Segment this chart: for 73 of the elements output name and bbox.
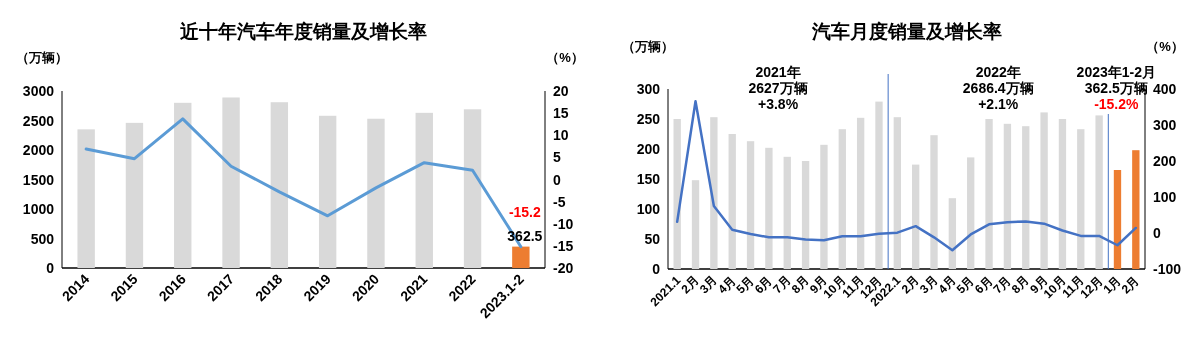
bar [967,157,975,269]
y2-axis-title: （%） [1146,39,1184,54]
y-tick-label: 100 [636,201,661,217]
chart-title: 近十年汽车年度销量及增长率 [179,21,427,42]
bar [77,129,95,268]
bar [820,144,828,269]
bar [1095,115,1103,269]
bar [174,102,192,268]
y2-tick-label: 100 [1153,189,1177,205]
bar [930,135,938,269]
bar [783,156,791,269]
bar [367,118,385,268]
bar [746,141,755,269]
y2-tick-label: -100 [1153,261,1182,277]
y2-tick-label: 20 [553,83,569,99]
bar [463,109,482,268]
y2-tick-label: -10 [553,215,574,232]
bar [1077,129,1085,269]
y2-tick-label: -5 [553,193,566,210]
bar [1040,112,1048,269]
y2-tick-label: -15 [553,237,574,254]
bar [728,134,736,269]
y-tick-label: 500 [30,230,55,247]
y2-tick-label: 5 [553,149,561,166]
bar [1022,126,1030,269]
y2-tick-label: 200 [1153,153,1177,169]
y2-tick-label: 10 [553,127,569,144]
chart-title: 汽车月度销量及增长率 [810,21,1002,42]
bar [1058,119,1067,269]
y2-tick-label: -20 [553,260,574,276]
y2-tick-label: 15 [553,105,569,122]
bar [1113,170,1122,269]
y-tick-label: 0 [46,260,55,276]
y-tick-label: 200 [636,141,661,157]
y-tick-label: 3000 [22,83,55,99]
y2-tick-label: 0 [1153,225,1161,241]
bar [765,147,773,269]
y2-tick-label: 0 [553,171,561,188]
bar [912,164,920,269]
bar [893,117,901,269]
bar [948,198,957,269]
x-tick-label: 3月 [917,273,941,297]
y-tick-label: 300 [636,81,661,97]
bar [512,246,530,268]
data-label: -15.2 [508,203,542,220]
y-axis-title: （万辆） [622,39,674,54]
bar [985,119,993,269]
bar [415,112,433,268]
bar [1003,123,1012,269]
bar [222,97,240,268]
bar [691,180,700,269]
y-tick-label: 1000 [22,201,55,217]
annotation: 2022年 2686.4万辆 +2.1% [962,64,1034,112]
bar [801,161,810,269]
y-tick-label: 50 [644,231,661,247]
y2-tick-label: 300 [1153,117,1177,133]
y-tick-label: 150 [636,171,661,187]
bar [875,101,883,269]
bar [270,102,289,268]
bar [318,115,337,268]
y-tick-label: 1500 [22,171,55,188]
bar [856,117,865,269]
bar [125,122,144,268]
y-tick-label: 2500 [22,112,55,129]
y-tick-label: 250 [636,111,661,127]
y-axis-title: （万辆） [16,50,68,65]
y-tick-label: 2000 [22,142,55,158]
bar [710,117,718,269]
y-tick-label: 0 [652,261,661,277]
y2-axis-title: （%） [546,50,584,65]
bar [1132,150,1140,269]
annotation: 2021年 2627万辆 +3.8% [748,64,808,112]
bar [838,129,846,269]
